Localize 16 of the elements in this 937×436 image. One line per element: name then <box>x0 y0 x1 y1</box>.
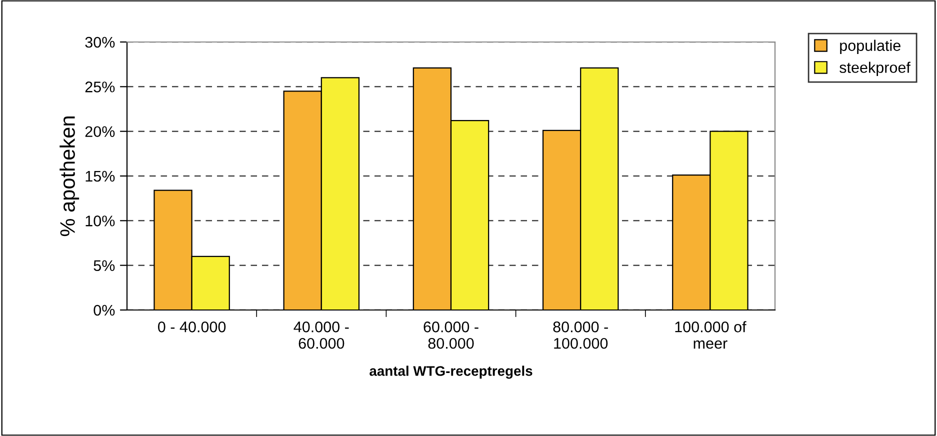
y-tick-label: 20% <box>85 126 115 138</box>
y-tick-label: 30% <box>85 36 115 48</box>
legend-label: steekproef <box>840 62 910 76</box>
y-tick-label: 0% <box>94 304 115 316</box>
y-axis-title: % apotheken <box>60 116 80 236</box>
legend-label: populatie <box>840 40 900 54</box>
y-tick-label: 25% <box>85 82 115 92</box>
x-tick-label: 100.000 of meer <box>675 321 746 349</box>
x-tick-label: 40.000 - 60.000 <box>294 322 349 349</box>
x-axis-title: aantal WTG-receptregels <box>370 366 532 379</box>
y-tick-label: 15% <box>86 170 115 182</box>
x-tick-label: 80.000 - 100.000 <box>553 322 608 349</box>
x-tick-label: 0 - 40.000 <box>158 322 226 332</box>
x-tick-label: 60.000 - 80.000 <box>424 322 478 349</box>
y-tick-label: 5% <box>94 260 115 272</box>
y-tick-label: 10% <box>86 216 115 226</box>
